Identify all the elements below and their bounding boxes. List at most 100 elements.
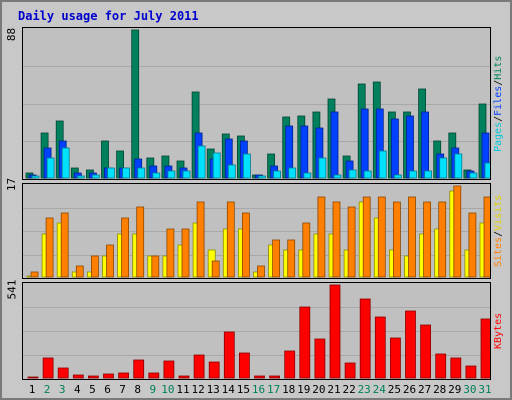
- day-label-21: 21: [327, 383, 341, 396]
- bottom-panel-legend: KBytes: [493, 282, 512, 380]
- legend-kbytes: KBytes: [493, 312, 504, 350]
- bar-kbytes-day-13: [208, 361, 220, 379]
- sites-visits-panel-plot: [23, 185, 490, 278]
- bar-kbytes-day-3: [57, 367, 69, 379]
- day-label-5: 5: [89, 383, 96, 396]
- bar-files-day-26: [406, 115, 414, 179]
- bar-sites-day-21: [332, 201, 341, 278]
- bar-pages-day-20: [318, 157, 327, 179]
- bar-pages-day-2: [46, 157, 55, 179]
- day-label-19: 19: [297, 383, 311, 396]
- bar-sites-day-23: [362, 196, 371, 278]
- bar-kbytes-day-21: [329, 284, 341, 379]
- bar-pages-day-27: [424, 170, 433, 179]
- bar-sites-day-29: [453, 185, 462, 278]
- bar-pages-day-6: [107, 167, 115, 179]
- bar-kbytes-day-14: [223, 331, 235, 379]
- bar-kbytes-day-15: [238, 352, 250, 379]
- bar-sites-day-11: [181, 228, 190, 278]
- top-panel-max-label: 88: [5, 27, 19, 42]
- bar-kbytes-day-29: [450, 357, 462, 379]
- bar-kbytes-day-31: [480, 318, 490, 379]
- day-label-14: 14: [221, 383, 235, 396]
- day-label-4: 4: [73, 383, 81, 396]
- day-label-31: 31: [478, 383, 492, 396]
- bar-hits-day-8: [131, 29, 140, 179]
- bar-pages-day-31: [484, 162, 490, 179]
- bar-pages-day-24: [378, 150, 387, 179]
- bar-sites-day-10: [166, 228, 175, 278]
- bar-files-day-19: [300, 125, 309, 179]
- bar-kbytes-day-5: [88, 375, 99, 379]
- bar-kbytes-day-20: [314, 338, 326, 379]
- bar-files-day-27: [421, 111, 430, 179]
- bar-kbytes-day-6: [103, 373, 114, 379]
- bar-sites-day-13: [211, 260, 220, 278]
- kbytes-panel: [22, 282, 491, 380]
- bar-kbytes-day-8: [133, 359, 145, 379]
- bar-kbytes-day-2: [42, 357, 54, 379]
- bar-pages-day-11: [182, 170, 191, 179]
- day-label-25: 25: [387, 383, 402, 396]
- day-label-13: 13: [206, 383, 220, 396]
- bar-pages-day-17: [273, 170, 282, 179]
- day-label-20: 20: [312, 383, 326, 396]
- bar-pages-day-3: [61, 147, 70, 179]
- bar-sites-day-9: [151, 255, 160, 278]
- bar-sites-day-27: [423, 201, 432, 278]
- bar-sites-day-14: [226, 201, 235, 278]
- bar-kbytes-day-28: [435, 353, 447, 379]
- legend-hits: Hits: [493, 55, 504, 80]
- bar-sites-day-28: [438, 201, 447, 278]
- bar-pages-day-12: [197, 145, 206, 179]
- bar-pages-day-8: [137, 167, 146, 179]
- bar-sites-day-31: [483, 196, 490, 278]
- bar-sites-day-1: [30, 271, 39, 278]
- day-label-7: 7: [119, 383, 126, 396]
- bar-kbytes-day-24: [374, 316, 386, 379]
- bar-sites-day-18: [287, 239, 296, 278]
- bar-sites-day-19: [302, 222, 311, 278]
- day-label-2: 2: [43, 383, 51, 396]
- day-label-12: 12: [191, 383, 205, 396]
- day-label-22: 22: [342, 383, 356, 396]
- day-label-23: 23: [357, 383, 371, 396]
- chart-title: Daily usage for July 2011: [18, 9, 199, 23]
- day-label-6: 6: [104, 383, 111, 396]
- bar-sites-day-16: [257, 265, 265, 278]
- middle-panel-max-label: 17: [5, 177, 19, 192]
- bar-files-day-25: [390, 118, 399, 179]
- middle-panel-legend: Sites/Visits: [493, 194, 504, 268]
- bar-sites-day-24: [377, 196, 386, 278]
- top-panel-legend: Pages/Files/Hits: [493, 55, 504, 152]
- bar-pages-day-9: [152, 172, 161, 179]
- bar-sites-day-8: [136, 206, 145, 278]
- bar-kbytes-day-4: [72, 374, 84, 379]
- bar-files-day-21: [330, 111, 339, 179]
- bar-pages-day-30: [469, 172, 478, 179]
- bar-kbytes-day-26: [405, 310, 416, 379]
- bar-sites-day-6: [106, 244, 114, 278]
- day-label-11: 11: [176, 383, 190, 396]
- bar-pages-day-5: [92, 174, 100, 179]
- day-label-15: 15: [236, 383, 251, 396]
- bar-kbytes-day-22: [344, 362, 356, 379]
- bar-sites-day-4: [75, 265, 84, 278]
- legend-files: Files: [493, 85, 504, 116]
- day-label-17: 17: [266, 383, 281, 396]
- bar-sites-day-2: [45, 217, 54, 278]
- bar-pages-day-28: [439, 157, 448, 179]
- bar-sites-day-26: [408, 196, 416, 278]
- bar-kbytes-day-1: [27, 376, 39, 379]
- bar-kbytes-day-18: [284, 350, 296, 379]
- day-label-3: 3: [58, 383, 66, 396]
- bar-sites-day-20: [317, 196, 326, 278]
- bar-pages-day-14: [227, 164, 236, 179]
- bar-pages-day-7: [122, 167, 130, 179]
- bar-kbytes-day-7: [118, 372, 129, 379]
- bar-kbytes-day-30: [465, 365, 477, 379]
- bar-sites-day-25: [392, 201, 401, 278]
- bar-pages-day-16: [258, 175, 266, 179]
- bar-sites-day-30: [468, 212, 477, 278]
